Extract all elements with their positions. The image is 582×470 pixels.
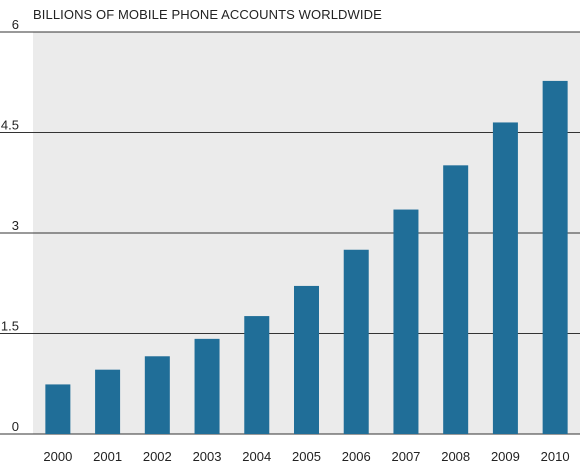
bar-2000 xyxy=(45,384,71,434)
bar-2010 xyxy=(542,80,568,434)
x-tick-label: 2003 xyxy=(193,449,222,464)
bar-2007 xyxy=(393,209,419,434)
bar-2009 xyxy=(492,122,518,434)
x-tick-labels: 2000 2001 2002 2003 2004 2005 2006 2007 2008 2009… xyxy=(43,449,569,464)
bar-2003 xyxy=(194,338,220,434)
x-tick-label: 2002 xyxy=(143,449,172,464)
bar-2005 xyxy=(294,285,319,434)
bar-2006 xyxy=(343,249,369,434)
x-tick-label: 2001 xyxy=(93,449,122,464)
x-tick-label: 2006 xyxy=(342,449,371,464)
x-tick-label: 2004 xyxy=(242,449,271,464)
bars xyxy=(45,80,568,434)
bar-2008 xyxy=(443,165,469,434)
x-tick-label: 2007 xyxy=(391,449,420,464)
y-tick-label: 1.5 xyxy=(1,319,19,334)
chart-title: BILLIONS OF MOBILE PHONE ACCOUNTS WORLDW… xyxy=(33,7,382,22)
bar-2004 xyxy=(244,316,270,434)
x-tick-label: 2000 xyxy=(43,449,72,464)
x-tick-label: 2010 xyxy=(541,449,570,464)
y-tick-label: 0 xyxy=(12,419,19,434)
bar-2001 xyxy=(95,369,121,434)
y-tick-label: 6 xyxy=(12,17,19,32)
bar-2002 xyxy=(144,356,170,434)
y-tick-labels: 0 1.5 3 4.5 6 xyxy=(1,17,19,434)
x-tick-label: 2005 xyxy=(292,449,321,464)
y-tick-label: 3 xyxy=(12,218,19,233)
y-tick-label: 4.5 xyxy=(1,118,19,133)
x-tick-label: 2008 xyxy=(441,449,470,464)
gridlines xyxy=(0,31,580,435)
x-tick-label: 2009 xyxy=(491,449,520,464)
